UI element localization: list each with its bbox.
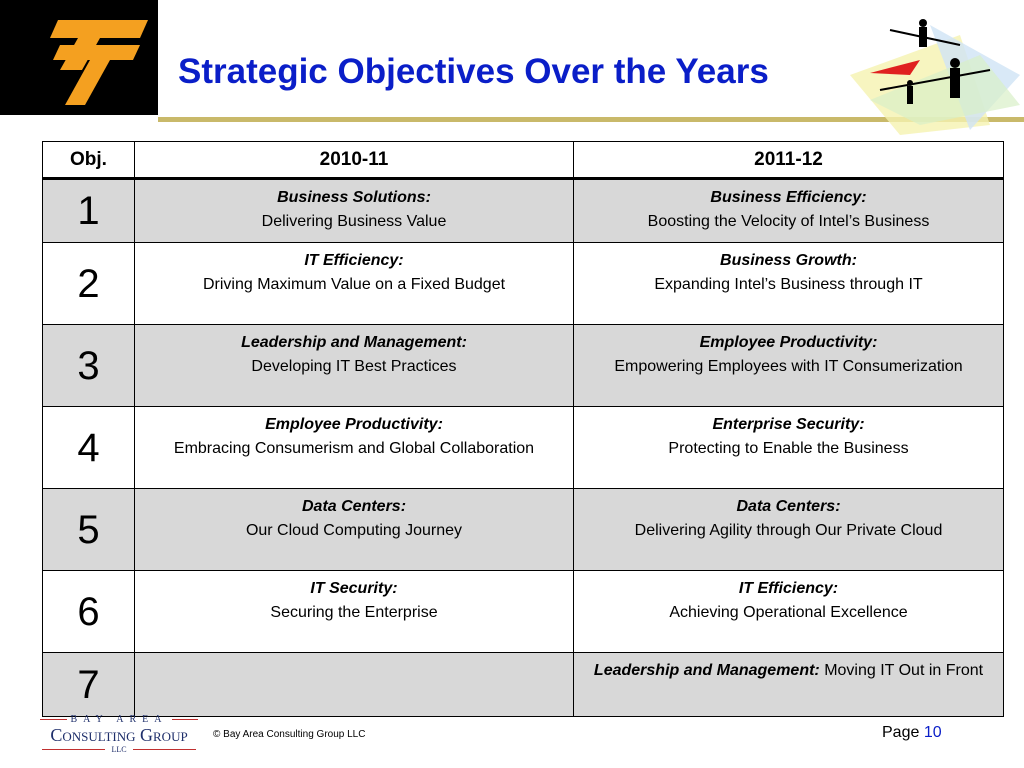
table-row: 7 Leadership and Management: Moving IT Ou… [42,652,1004,717]
objective-cell: Business Solutions: Delivering Business V… [134,178,574,243]
table-row: 2 IT Efficiency: Driving Maximum Value on … [42,242,1004,325]
objective-number: 5 [42,488,135,571]
objective-cell: Employee Productivity: Embracing Consumer… [134,406,574,489]
footer-logo: BAY AREA Consulting Group LLC [36,714,202,754]
objective-text: Delivering Business Value [261,213,447,230]
objective-cell: Business Efficiency: Boosting the Velocit… [573,178,1004,243]
objective-cell: Leadership and Management: Developing IT … [134,324,574,407]
copyright: © Bay Area Consulting Group LLC [213,729,366,740]
objective-heading: Employee Productivity: [265,416,443,433]
objectives-table: Obj. 2010-11 2011-12 1 Business Solutions: De… [42,141,1004,717]
objective-heading: Leadership and Management: [593,662,820,679]
objective-cell: IT Security: Securing the Enterprise [134,570,574,653]
objective-cell: Employee Productivity: Empowering Employe… [573,324,1004,407]
header-rule [158,117,1024,122]
objective-heading: Business Efficiency: [710,189,867,206]
objective-text: Delivering Agility through Our Private C… [634,522,943,539]
objective-text: Expanding Intel’s Business through IT [654,276,923,293]
table-row: 4 Employee Productivity: Embracing Consume… [42,406,1004,489]
logo-bottom: LLC [36,745,202,754]
objective-text: Developing IT Best Practices [251,358,457,375]
logo-top: BAY AREA [36,714,202,725]
logo-mark [50,20,148,105]
logo-llc: LLC [111,745,127,754]
objective-heading: Leadership and Management: [241,334,467,351]
objective-text: Protecting to Enable the Business [668,440,909,457]
objective-cell: IT Efficiency: Achieving Operational Exce… [573,570,1004,653]
objective-number: 3 [42,324,135,407]
objective-cell: Business Growth: Expanding Intel’s Busine… [573,242,1004,325]
logo [0,0,158,115]
objective-cell: Data Centers: Delivering Agility through … [573,488,1004,571]
objective-text: Moving IT Out in Front [824,662,984,679]
objective-text: Embracing Consumerism and Global Collabo… [173,440,535,457]
table-row: 5 Data Centers: Our Cloud Computing Journe… [42,488,1004,571]
title: Strategic Objectives Over the Years [178,52,769,91]
objective-cell [134,652,574,717]
objective-heading: IT Security: [310,580,398,597]
objective-number: 2 [42,242,135,325]
page-value: 10 [923,724,942,741]
objective-heading: Data Centers: [301,498,407,515]
objective-text: Securing the Enterprise [270,604,438,621]
objective-text: Achieving Operational Excellence [669,604,908,621]
objective-heading: Business Solutions: [277,189,431,206]
objective-cell: Leadership and Management: Moving IT Out… [573,652,1004,717]
table-row: 6 IT Security: Securing the Enterprise IT E… [42,570,1004,653]
logo-main: Consulting Group [50,725,188,745]
objective-text: Driving Maximum Value on a Fixed Budget [202,276,506,293]
objective-text: Boosting the Velocity of Intel’s Busines… [647,213,930,230]
column-header: 2010-11 [134,141,574,180]
clip-art [850,19,1020,135]
page-label: Page [882,724,920,741]
objective-number: 4 [42,406,135,489]
objective-heading: IT Efficiency: [304,252,404,269]
table-row: 3 Leadership and Management: Developing IT… [42,324,1004,407]
objective-heading: Enterprise Security: [712,416,865,433]
page-number: Page 10 [882,724,942,742]
objective-cell: Data Centers: Our Cloud Computing Journey [134,488,574,571]
objective-number: 1 [42,178,135,243]
objective-text: Our Cloud Computing Journey [245,522,463,539]
column-header: 2011-12 [573,141,1004,180]
objective-number: 7 [42,652,135,717]
objective-heading: Data Centers: [736,498,841,515]
column-header: Obj. [42,141,135,180]
objective-heading: Employee Productivity: [699,334,878,351]
objective-cell: Enterprise Security: Protecting to Enable… [573,406,1004,489]
objective-heading: Business Growth: [720,252,857,269]
objective-heading: IT Efficiency: [738,580,839,597]
objective-number: 6 [42,570,135,653]
objective-text: Empowering Employees with IT Consumeriza… [614,358,963,375]
table-row: 1 Business Solutions: Delivering Business … [42,178,1004,243]
objective-cell: IT Efficiency: Driving Maximum Value on a… [134,242,574,325]
